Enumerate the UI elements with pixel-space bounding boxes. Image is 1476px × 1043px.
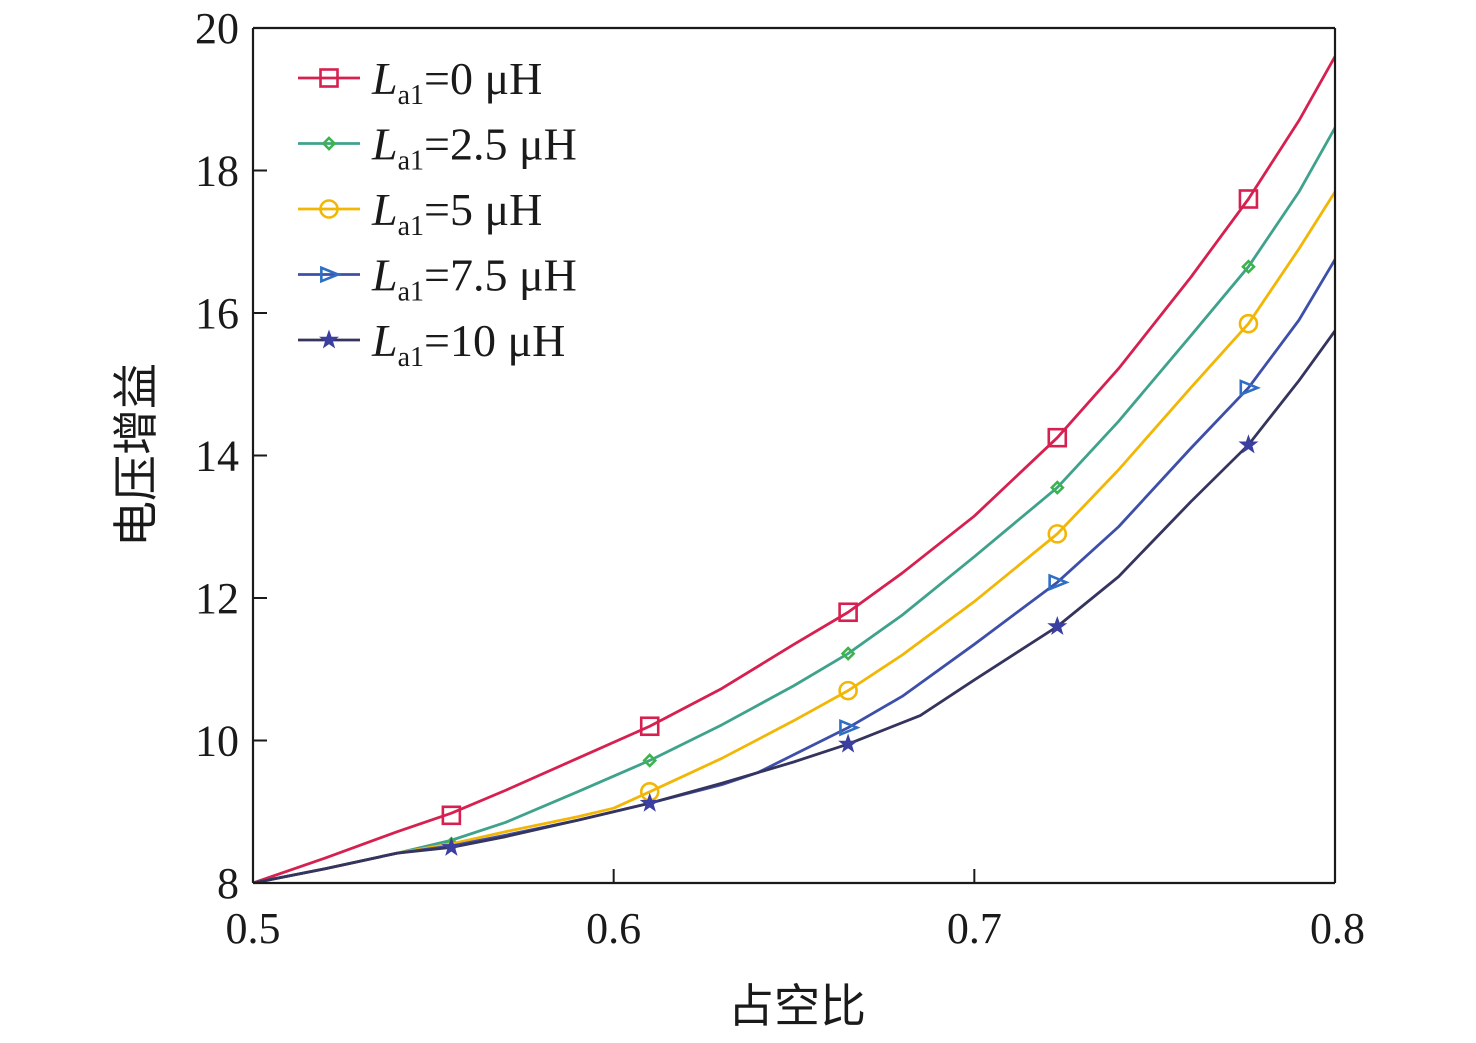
series-1-point-2 xyxy=(840,646,856,661)
y-tick-label-5: 18 xyxy=(195,147,239,196)
x-tick-label-0: 0.5 xyxy=(226,904,281,953)
legend-label-sub-3: a1 xyxy=(398,277,424,308)
legend-entry-2: La1=5 μH xyxy=(298,184,542,242)
y-tick-label-3: 14 xyxy=(195,432,239,481)
series-4 xyxy=(253,329,1335,883)
legend-label-2: La1=5 μH xyxy=(371,184,542,242)
x-tick-label-3: 0.8 xyxy=(1310,904,1365,953)
series-1-point-3 xyxy=(1049,480,1065,495)
legend-label-4: La1=10 μH xyxy=(371,315,565,373)
y-tick-label-6: 20 xyxy=(195,4,239,53)
series-4-point-2 xyxy=(838,733,859,753)
legend-marker-3 xyxy=(320,265,342,284)
y-tick-label-0: 8 xyxy=(217,859,239,908)
series-0-point-0 xyxy=(441,805,462,826)
legend-marker-2 xyxy=(319,199,339,219)
series-2-point-2 xyxy=(1047,524,1068,544)
legend-label-rest-3: =7.5 μH xyxy=(424,250,577,301)
legend-label-symbol-2: L xyxy=(371,184,398,235)
x-tick-label-2: 0.7 xyxy=(947,904,1002,953)
legend-entry-4: La1=10 μH xyxy=(298,315,565,373)
legend-marker-4 xyxy=(318,329,340,349)
series-2-point-3 xyxy=(1238,313,1259,334)
y-tick-label-2: 12 xyxy=(195,574,239,623)
series-1 xyxy=(253,126,1335,883)
legend-label-rest-2: =5 μH xyxy=(424,184,542,235)
series-0-point-4 xyxy=(1238,189,1259,209)
series-4-point-0 xyxy=(441,836,462,856)
plot-area xyxy=(253,55,1335,883)
legend-label-symbol-3: L xyxy=(371,250,398,301)
legend-entry-0: La1=0 μH xyxy=(298,53,542,111)
axes: 8 10 12 14 16 18 20 0.5 0.6 0.7 0.8 xyxy=(195,4,1365,953)
series-3-point-2 xyxy=(1239,379,1261,397)
series-0-point-2 xyxy=(838,602,858,623)
legend-marker-0 xyxy=(319,68,339,88)
legend-label-sub-0: a1 xyxy=(398,80,424,111)
y-tick-label-1: 10 xyxy=(195,717,239,766)
legend-entry-1: La1=2.5 μH xyxy=(298,119,577,177)
series-3-point-0 xyxy=(839,718,861,737)
x-axis-title: 占空比 xyxy=(728,979,866,1033)
y-tick-label-4: 16 xyxy=(195,289,239,338)
legend-label-rest-4: =10 μH xyxy=(424,315,565,366)
series-2-point-1 xyxy=(838,680,858,701)
legend-label-0: La1=0 μH xyxy=(371,53,542,111)
series-0-point-3 xyxy=(1047,427,1068,448)
legend-entry-3: La1=7.5 μH xyxy=(298,250,577,308)
series-line-1 xyxy=(253,126,1335,883)
legend-label-rest-0: =0 μH xyxy=(424,53,542,104)
series-1-point-1 xyxy=(642,753,658,768)
series-0 xyxy=(253,55,1335,883)
series-4-point-3 xyxy=(1047,615,1068,636)
legend-label-symbol-1: L xyxy=(371,119,398,170)
legend-label-3: La1=7.5 μH xyxy=(371,250,577,308)
x-tick-label-1: 0.6 xyxy=(586,904,641,953)
legend-label-sub-1: a1 xyxy=(398,146,424,177)
legend-label-symbol-4: L xyxy=(371,315,398,366)
series-4-point-1 xyxy=(639,792,660,812)
legend-label-sub-2: a1 xyxy=(398,211,424,242)
legend-label-1: La1=2.5 μH xyxy=(371,119,577,177)
series-4-point-4 xyxy=(1238,434,1259,454)
series-1-point-4 xyxy=(1241,259,1256,275)
legend-label-rest-1: =2.5 μH xyxy=(424,119,577,170)
series-3-point-1 xyxy=(1048,573,1070,592)
y-axis-title: 电压增益 xyxy=(109,363,163,547)
series-0-point-1 xyxy=(639,716,660,737)
legend-label-symbol-0: L xyxy=(371,53,398,104)
legend-marker-1 xyxy=(321,136,337,151)
series-line-4 xyxy=(253,329,1335,883)
legend-label-sub-4: a1 xyxy=(398,342,424,373)
